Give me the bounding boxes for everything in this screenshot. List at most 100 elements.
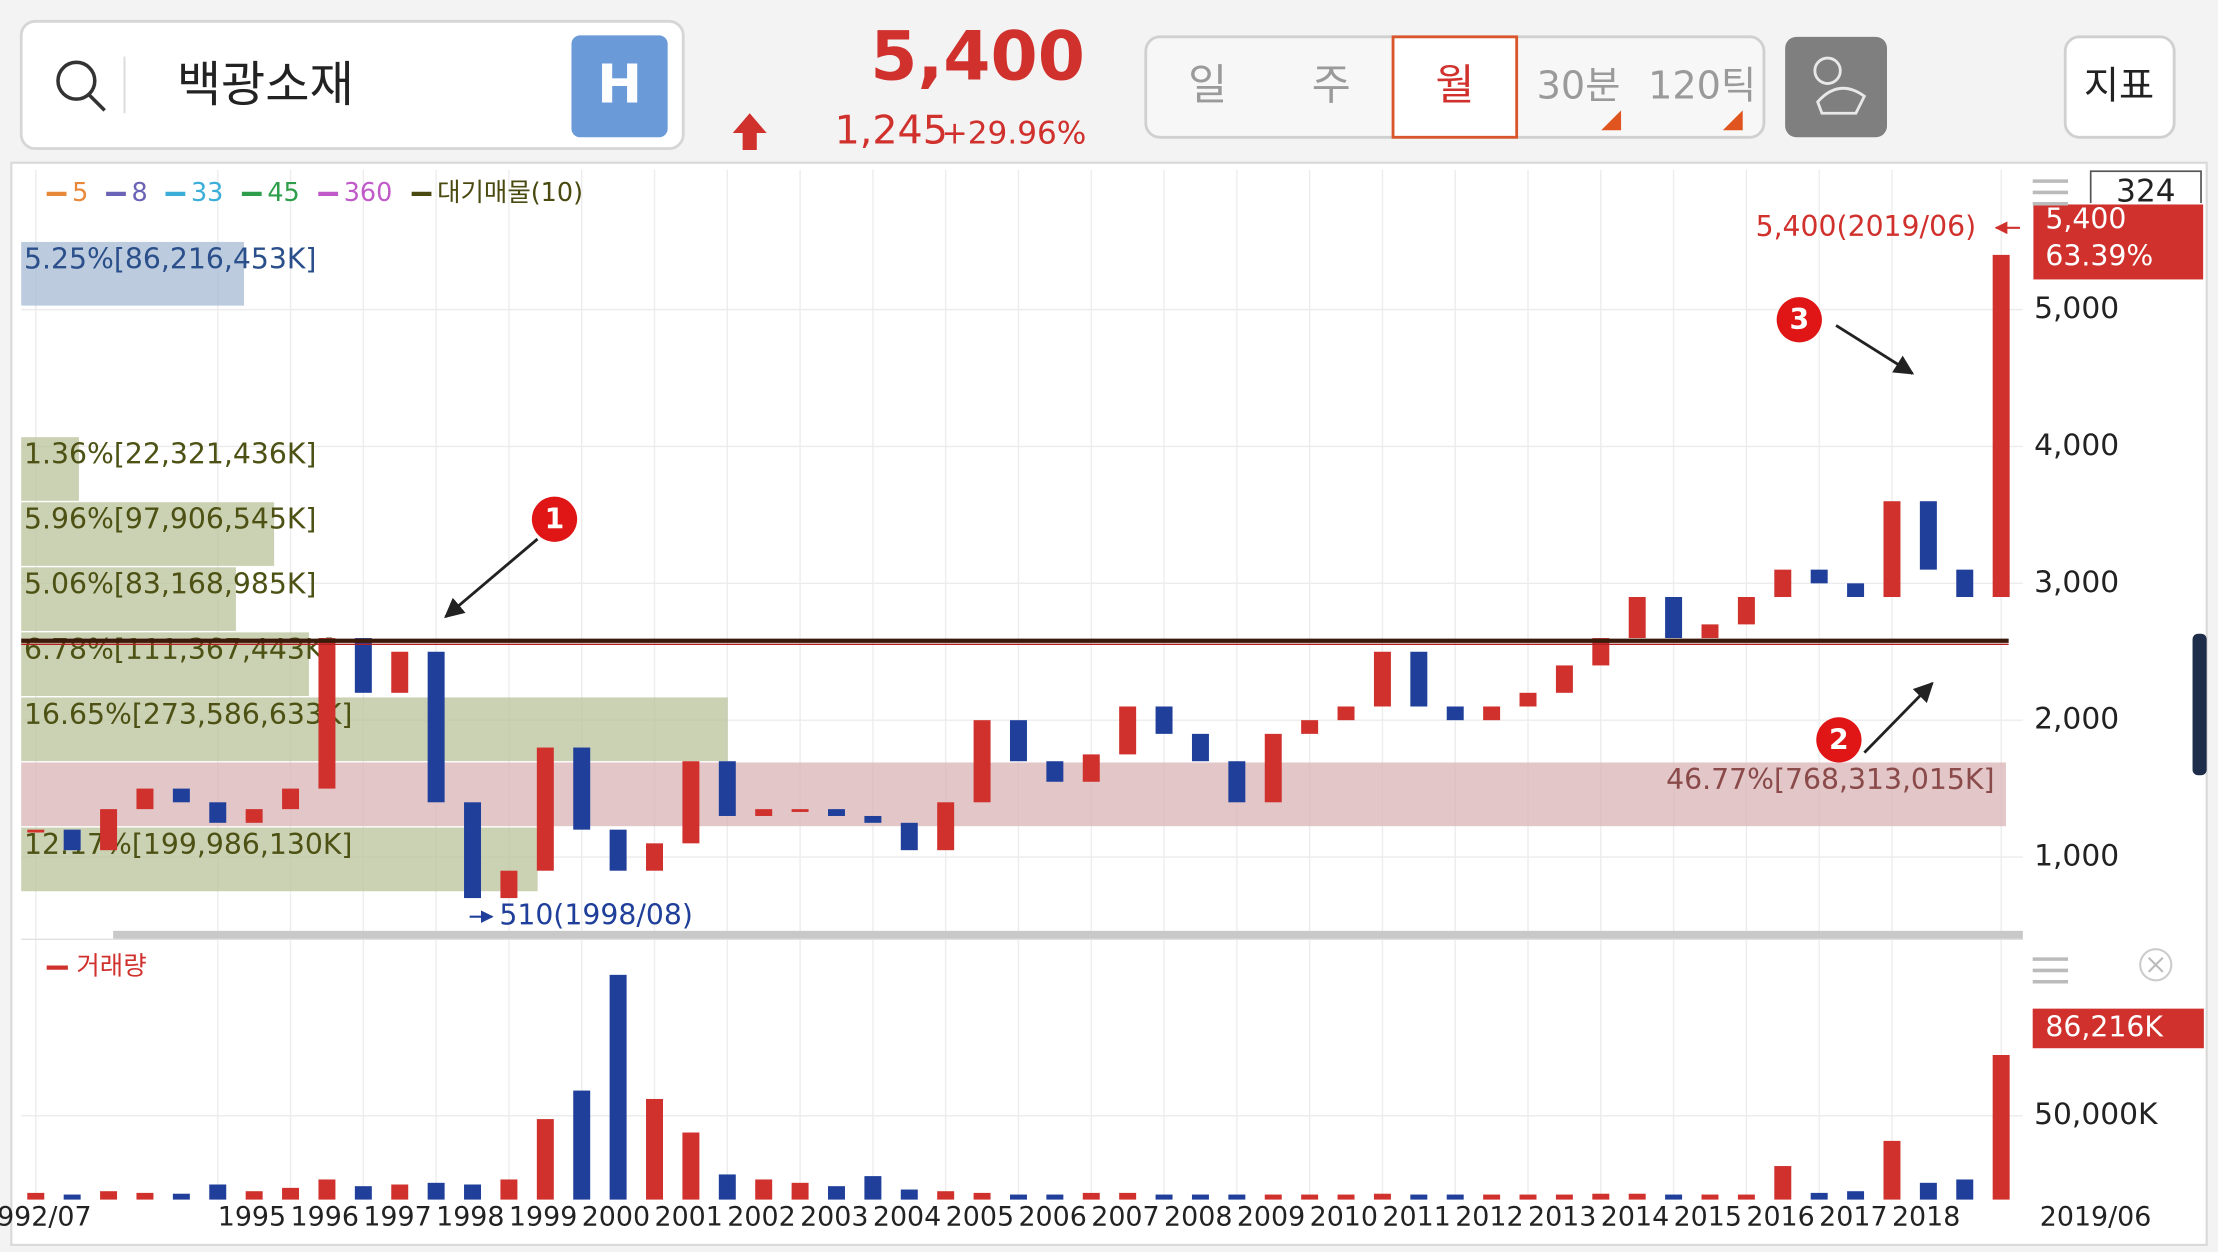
volume-bar	[536, 1119, 554, 1200]
price-band	[21, 502, 275, 566]
candle	[1009, 720, 1027, 762]
period-tab[interactable]: 주	[1312, 61, 1351, 110]
candle	[937, 802, 955, 851]
volume-bar	[1337, 1194, 1355, 1200]
current-change-tag-label: 63.39%	[2045, 240, 2153, 273]
volume-bar	[609, 974, 627, 1200]
candle	[755, 809, 773, 816]
volume-bar	[1810, 1192, 1828, 1200]
candle	[1264, 733, 1282, 803]
x-tick-label: 2013	[1528, 1201, 1596, 1232]
search-box[interactable]	[19, 19, 685, 151]
volume-bar	[1555, 1194, 1573, 1200]
candle	[1919, 501, 1937, 570]
volume-bar	[245, 1191, 263, 1200]
selected-tab[interactable]	[1391, 35, 1519, 139]
volume-bar	[1956, 1179, 1974, 1200]
current-price-tag	[2031, 203, 2205, 281]
volume-bar	[1774, 1166, 1792, 1200]
period-tab[interactable]: 일	[1188, 61, 1227, 110]
badge[interactable]	[571, 35, 668, 138]
volume-bar	[573, 1090, 591, 1200]
volume-bar	[1046, 1194, 1064, 1200]
x-tick-label: 2014	[1601, 1201, 1669, 1232]
candle	[1228, 761, 1246, 803]
indicator-button[interactable]	[2063, 35, 2176, 139]
menu-icon[interactable]	[2032, 179, 2069, 984]
x-tick-label: 2012	[1455, 1201, 1523, 1232]
volume-bar	[755, 1179, 773, 1200]
candle	[136, 788, 154, 810]
close-pane-button[interactable]	[2139, 948, 2173, 982]
x-tick-label: 1999	[509, 1201, 577, 1232]
stock-name: 백광소재	[177, 57, 354, 113]
volume-bar	[209, 1184, 227, 1200]
volume-bar	[718, 1174, 736, 1200]
y-tick-label: 3,000	[2034, 565, 2119, 600]
badge-label: H	[597, 52, 642, 115]
drawing-tool-button[interactable]	[1785, 36, 1887, 138]
candle	[973, 720, 991, 803]
candle	[427, 651, 445, 803]
y-tick-label: 50,000K	[2034, 1097, 2159, 1132]
volume-bar	[1592, 1193, 1610, 1200]
volume-bar	[682, 1132, 700, 1200]
legend-label: 대기매물(10)	[437, 178, 583, 208]
price-band	[21, 567, 236, 631]
price-change-pct: +29.96%	[942, 115, 1087, 151]
volume-bar	[1992, 1054, 2010, 1200]
x-tick-label: 2015	[1674, 1201, 1742, 1232]
candle	[1519, 692, 1537, 707]
up-arrow	[732, 113, 767, 151]
x-tick-label: 1996	[291, 1201, 359, 1232]
volume-bar	[63, 1194, 81, 1200]
header: 백광소재 H 5,400 1,245 +29.96% 일 주 월 30분 120틱 지표	[19, 17, 2176, 154]
candle	[573, 747, 591, 830]
price-change: 1,245	[835, 108, 948, 154]
price-band	[21, 632, 309, 697]
tool-icon	[1816, 87, 1867, 115]
price-band-label: 46.77%[768,313,015K]	[1666, 763, 1994, 796]
candle	[1883, 501, 1901, 598]
volume-bar	[391, 1184, 409, 1200]
candle	[500, 870, 518, 899]
period-tab[interactable]: 120틱	[1648, 64, 1756, 108]
x-tick-label: 2018	[1892, 1201, 1960, 1232]
candle	[1373, 651, 1391, 707]
annotation-number: 1	[545, 503, 565, 536]
current-volume-tag-label: 86,216K	[2045, 1010, 2164, 1043]
side-handle[interactable]	[2192, 633, 2207, 776]
volume-bar	[1519, 1194, 1537, 1200]
candle	[1956, 569, 1974, 598]
candle	[1155, 706, 1173, 734]
volume-bar	[1301, 1194, 1319, 1200]
price-band	[21, 241, 245, 306]
y-tick-label: 2,000	[2034, 702, 2119, 737]
x-tick-label: 2010	[1310, 1201, 1378, 1232]
period-tab[interactable]: 월	[1435, 61, 1474, 110]
price-band-label: 5.06%[83,168,985K]	[24, 568, 316, 601]
annotation-marker	[531, 496, 578, 542]
candle	[1701, 624, 1719, 639]
volume-bar	[427, 1182, 445, 1200]
tab-corner	[1722, 110, 1743, 131]
volume-bar	[791, 1182, 809, 1200]
search-icon	[56, 60, 97, 101]
volume-bar	[1373, 1193, 1391, 1200]
annotation-arrow	[1863, 681, 1934, 754]
candle	[900, 822, 918, 851]
x-tick-label: 2003	[800, 1201, 868, 1232]
annotation-marker	[1816, 717, 1862, 763]
period-tab[interactable]: 30분	[1537, 64, 1621, 108]
candle	[682, 761, 700, 844]
candle	[1737, 597, 1755, 625]
x-tick-label: 2008	[1164, 1201, 1232, 1232]
candle	[1046, 761, 1064, 782]
volume-bar	[500, 1179, 518, 1200]
x-tick-label: 2002	[727, 1201, 795, 1232]
candle	[864, 815, 882, 823]
scrollbar[interactable]	[113, 930, 2023, 940]
x-tick-label: 2009	[1237, 1201, 1305, 1232]
candle	[172, 788, 190, 803]
volume-bar	[282, 1187, 300, 1200]
